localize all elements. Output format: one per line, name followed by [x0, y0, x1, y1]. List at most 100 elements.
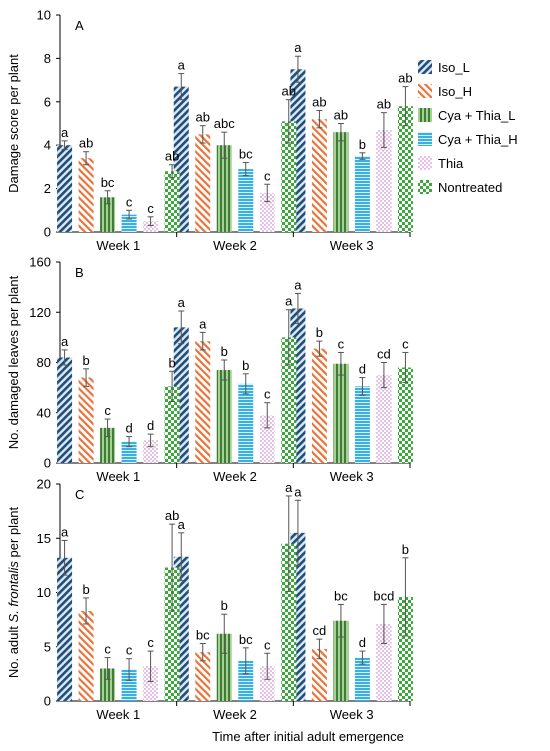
- y-axis-title: No. damaged leaves per plant: [6, 275, 21, 449]
- significance-letter: c: [264, 387, 271, 402]
- significance-letter: a: [294, 484, 302, 499]
- significance-letter: b: [359, 137, 366, 152]
- bar: [333, 132, 349, 232]
- legend-item: Thia: [418, 156, 464, 171]
- panel-B: 0 40 80 120 160 Week 1 Week 2 Week 3 B No. damage…: [6, 255, 413, 484]
- bar: [216, 633, 232, 701]
- significance-letter: a: [285, 294, 293, 309]
- bar: [259, 666, 275, 701]
- significance-letter: a: [61, 125, 69, 140]
- y-tick-label: 160: [29, 255, 51, 270]
- y-tick-label: 0: [44, 456, 51, 471]
- legend-item: Iso_L: [418, 60, 470, 75]
- y-tick-label: 20: [37, 477, 51, 492]
- bar: [259, 415, 275, 463]
- significance-letter: d: [359, 635, 366, 650]
- significance-letter: ab: [312, 94, 326, 109]
- bar: [121, 441, 137, 463]
- bar: [78, 610, 94, 701]
- y-tick-label: 0: [44, 225, 51, 240]
- bar: [195, 341, 211, 463]
- x-tick-label: Week 2: [213, 707, 257, 722]
- y-axis-title: No. adult S. frontalis per plant: [6, 506, 21, 678]
- x-tick-label: Week 2: [213, 469, 257, 484]
- significance-letter: abc: [214, 116, 235, 131]
- significance-letter: b: [242, 358, 249, 373]
- bar: [195, 652, 211, 701]
- significance-letter: b: [82, 582, 89, 597]
- bar: [333, 620, 349, 701]
- legend: Iso_L Iso_H Cya + Thia_L Cya + Thia_H Thia No…: [418, 60, 518, 195]
- y-tick-label: 4: [44, 138, 51, 153]
- legend-item: Nontreated: [418, 180, 502, 195]
- significance-letter: ab: [165, 149, 179, 164]
- y-tick-label: 40: [37, 405, 51, 420]
- y-tick-label: 8: [44, 51, 51, 66]
- bar: [376, 130, 392, 232]
- legend-swatch: [418, 180, 432, 194]
- legend-swatch: [418, 84, 432, 98]
- bar: [121, 669, 137, 701]
- panel-letter: C: [75, 487, 84, 502]
- bar: [281, 337, 297, 463]
- significance-letter: bc: [239, 632, 253, 647]
- series-thia: c c ab: [143, 97, 392, 232]
- legend-label: Nontreated: [438, 180, 502, 195]
- y-tick-label: 120: [29, 305, 51, 320]
- bar: [100, 427, 116, 463]
- significance-letter: a: [178, 58, 186, 73]
- bar: [397, 106, 413, 232]
- y-tick-label: 80: [37, 355, 51, 370]
- chart-panels: 0 2 4 6 8 10 Week 1 Week 2 Week 3 A Damage score p…: [6, 8, 413, 722]
- significance-letter: c: [338, 336, 345, 351]
- series-nontreated: ab ab ab: [164, 71, 413, 232]
- bar: [376, 375, 392, 463]
- significance-letter: b: [221, 598, 228, 613]
- series-nontreated: b a c: [164, 294, 413, 463]
- significance-letter: ab: [79, 136, 93, 151]
- significance-letter: a: [294, 277, 302, 292]
- significance-letter: c: [264, 168, 271, 183]
- bar: [143, 666, 159, 701]
- y-tick-label: 10: [37, 8, 51, 23]
- y-tick-label: 0: [44, 694, 51, 709]
- y-tick-label: 6: [44, 94, 51, 109]
- legend-swatch: [418, 156, 432, 170]
- x-tick-label: Week 1: [96, 238, 140, 253]
- significance-letter: a: [61, 334, 69, 349]
- panel-letter: A: [75, 18, 84, 33]
- significance-letter: c: [104, 642, 111, 657]
- bar: [311, 119, 327, 232]
- bar: [281, 543, 297, 701]
- series-iso-h: bab: [78, 316, 327, 463]
- legend-label: Thia: [438, 156, 464, 171]
- panel-letter: B: [75, 265, 84, 280]
- significance-letter: c: [402, 336, 409, 351]
- x-tick-label: Week 3: [330, 238, 374, 253]
- legend-swatch: [418, 60, 432, 74]
- significance-letter: ab: [377, 97, 391, 112]
- bar: [354, 657, 370, 701]
- legend-label: Iso_H: [438, 84, 472, 99]
- x-tick-label: Week 1: [96, 469, 140, 484]
- significance-letter: b: [316, 325, 323, 340]
- significance-letter: ab: [165, 508, 179, 523]
- bar: [238, 383, 254, 463]
- bar: [57, 145, 73, 232]
- significance-letter: a: [178, 295, 186, 310]
- y-tick-label: 15: [37, 531, 51, 546]
- significance-letter: bc: [101, 175, 115, 190]
- significance-letter: c: [126, 643, 133, 658]
- significance-letter: cd: [313, 623, 327, 638]
- bar: [100, 197, 116, 232]
- legend-item: Iso_H: [418, 84, 472, 99]
- legend-label: Cya + Thia_L: [438, 108, 515, 123]
- bar: [397, 367, 413, 463]
- significance-letter: bc: [196, 627, 210, 642]
- bar: [57, 357, 73, 463]
- bar: [354, 386, 370, 463]
